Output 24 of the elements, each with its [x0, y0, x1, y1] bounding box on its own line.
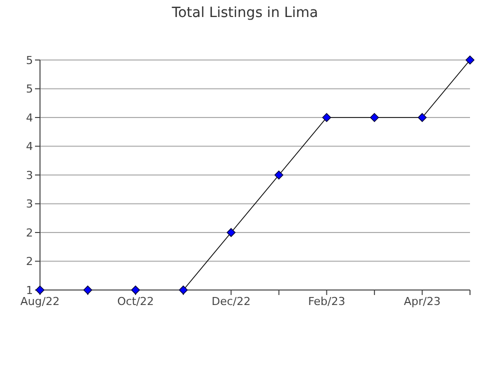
point — [370, 113, 379, 122]
y-tick-label: 5 — [26, 82, 33, 96]
y-tick-label: 4 — [26, 111, 33, 124]
x-tick-label: Apr/23 — [404, 294, 441, 308]
y-tick-label: 4 — [26, 140, 33, 154]
point — [178, 286, 188, 294]
point — [418, 113, 427, 122]
y-tick-label: 3 — [26, 168, 33, 182]
y-tick-label: 2 — [26, 255, 33, 268]
point — [274, 170, 284, 180]
y-tick-label: 2 — [26, 226, 33, 240]
y-tick-label: 1 — [26, 284, 33, 297]
x-tick-label: Oct/22 — [117, 294, 154, 308]
point — [466, 56, 474, 64]
x-tick-label: Aug/22 — [20, 294, 60, 308]
y-tick-label: 5 — [26, 54, 33, 67]
x-tick-label: Dec/22 — [212, 294, 251, 308]
point — [83, 286, 92, 294]
chart-title: Total Listings in Lima — [170, 5, 320, 21]
point — [226, 228, 236, 237]
point — [322, 113, 332, 122]
y-tick-label: 3 — [26, 198, 33, 211]
x-tick-label: Feb/23 — [308, 294, 346, 308]
point — [131, 286, 140, 294]
